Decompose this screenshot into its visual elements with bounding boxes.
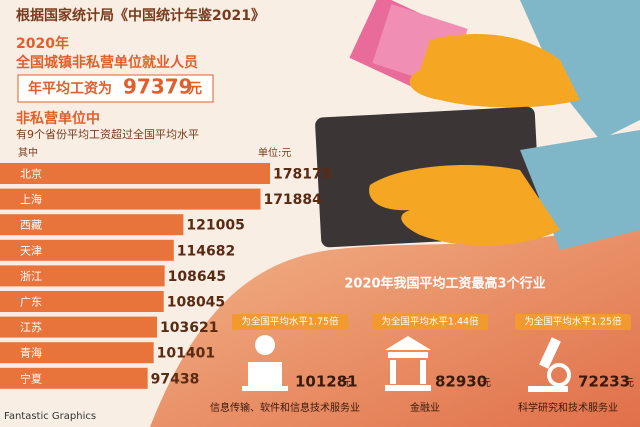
- category-label: 天津: [20, 244, 42, 257]
- ratio-tag: [372, 314, 488, 330]
- category-label: 江苏: [20, 321, 42, 334]
- credit: Fantastic Graphics: [4, 411, 96, 422]
- industry-value: 72233: [578, 373, 630, 391]
- bar: [0, 367, 148, 389]
- year: 2020年: [16, 35, 69, 52]
- industry-value: 82930: [435, 373, 487, 391]
- icon-shape: [390, 360, 396, 384]
- bar: [0, 342, 154, 364]
- chart-title: 非私营单位中: [16, 110, 100, 127]
- bar: [0, 239, 174, 261]
- industry-unit: 元: [481, 378, 491, 389]
- bar: [0, 265, 165, 287]
- bar: [0, 163, 270, 184]
- icon-shape: [242, 386, 288, 391]
- salary-box: [17, 74, 214, 103]
- ratio-label: 为全国平均水平1.25倍: [524, 316, 622, 328]
- icon-shape: [547, 363, 571, 387]
- unit-label: 单位:元: [258, 146, 291, 159]
- category-label: 上海: [20, 192, 42, 206]
- industry-icon: [528, 337, 571, 392]
- icon-shape: [420, 360, 426, 384]
- value-label: 103621: [160, 320, 218, 336]
- value-label: 97438: [151, 371, 200, 387]
- industry-name: 信息传输、软件和信息技术服务业: [210, 401, 360, 414]
- category-label: 宁夏: [20, 371, 42, 385]
- category-label: 青海: [20, 346, 42, 360]
- industry-value: 101281: [295, 373, 358, 391]
- chart-label: 其中: [18, 146, 38, 159]
- bar: [0, 291, 164, 312]
- ratio-tag: [515, 314, 631, 330]
- value-label: 101401: [157, 346, 215, 362]
- industry-icon: [242, 335, 288, 391]
- bar: [0, 214, 184, 236]
- subject: 全国城镇非私营单位就业人员: [15, 54, 198, 71]
- bar: [0, 188, 261, 210]
- illustration: [315, 0, 640, 250]
- category-label: 西藏: [20, 219, 42, 232]
- industry-icon: [385, 336, 431, 391]
- salary-unit: 元: [188, 81, 202, 97]
- industry-unit: 元: [624, 378, 634, 389]
- salary-prefix: 年平均工资为: [28, 80, 112, 97]
- value-label: 121005: [186, 218, 244, 234]
- ratio-label: 为全国平均水平1.44倍: [381, 316, 479, 328]
- icon-shape: [255, 335, 275, 355]
- value-label: 108645: [168, 269, 226, 285]
- icon-shape: [539, 337, 561, 369]
- bar: [0, 316, 158, 338]
- salary: 97379: [123, 75, 193, 99]
- icon-shape: [248, 362, 282, 386]
- source: 根据国家统计局《中国统计年鉴2021》: [16, 7, 265, 24]
- icon-shape: [388, 352, 428, 358]
- ratio-label: 为全国平均水平1.75倍: [241, 316, 339, 328]
- industries-title: 2020年我国平均工资最高3个行业: [344, 276, 545, 292]
- industry-unit: 元: [341, 378, 351, 389]
- value-label: 171884: [263, 192, 322, 208]
- value-label: 178178: [273, 167, 331, 183]
- value-label: 114682: [177, 243, 235, 259]
- category-label: 北京: [20, 167, 42, 181]
- chart-subtitle: 有9个省份平均工资超过全国平均水平: [16, 127, 199, 141]
- industry-name: 科学研究和技术服务业: [518, 401, 618, 414]
- industry-name: 金融业: [410, 401, 440, 414]
- category-label: 广东: [20, 296, 42, 309]
- value-label: 108045: [167, 295, 225, 311]
- icon-shape: [385, 336, 431, 350]
- icon-shape: [385, 385, 431, 391]
- category-label: 浙江: [20, 270, 42, 283]
- ratio-tag: [232, 314, 348, 330]
- icon-shape: [528, 386, 568, 392]
